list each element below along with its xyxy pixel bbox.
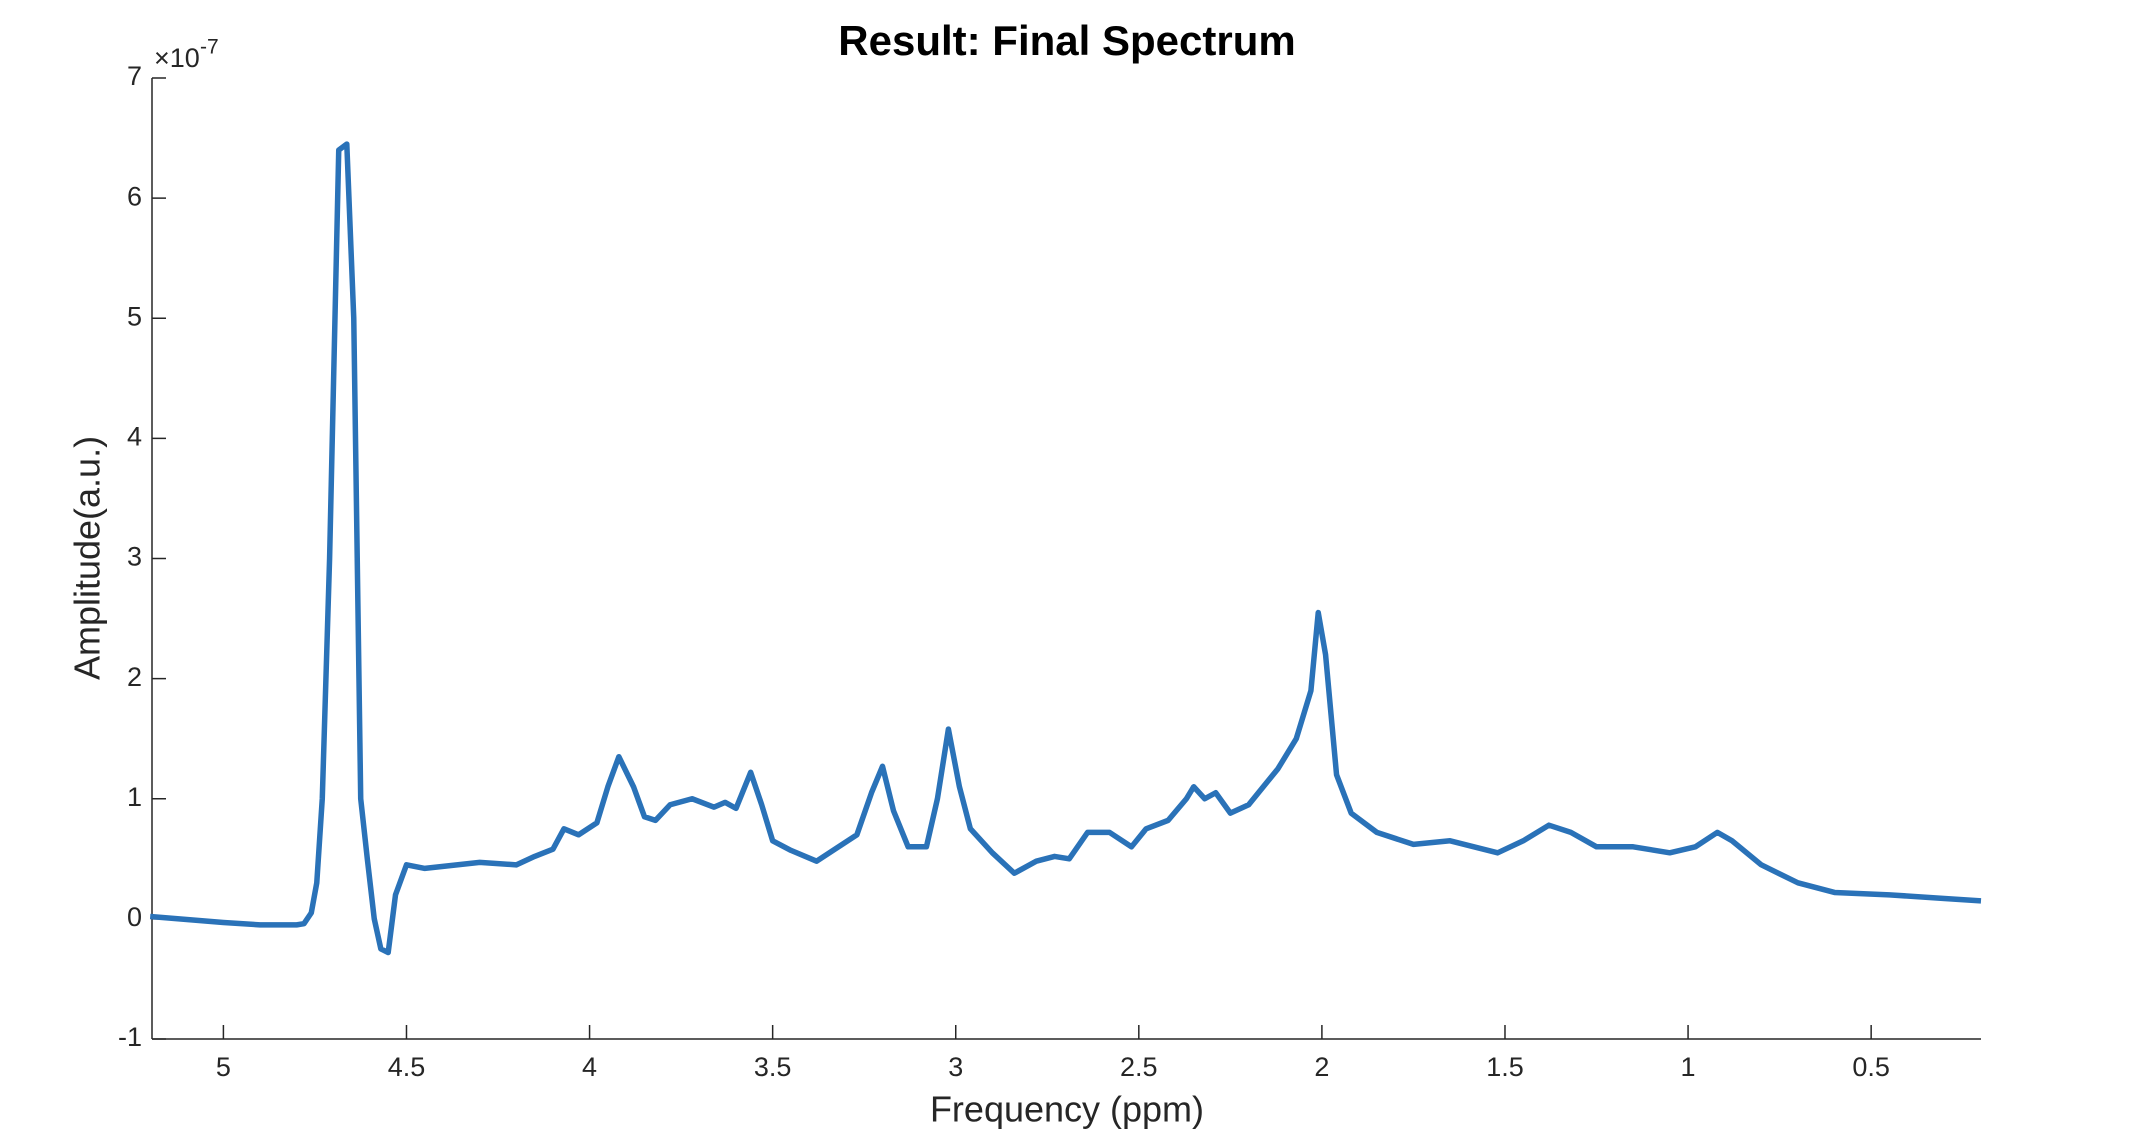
y-tick-label: 2 <box>127 662 142 692</box>
y-tick-label: -1 <box>118 1022 142 1052</box>
y-tick-label: 5 <box>127 301 142 331</box>
x-tick-label: 4.5 <box>388 1052 426 1082</box>
x-tick-label: 2.5 <box>1120 1052 1158 1082</box>
y-axis-label: Amplitude(a.u.) <box>67 436 108 680</box>
y-tick-label: 7 <box>127 61 142 91</box>
y-tick-label: 6 <box>127 181 142 211</box>
x-tick-label: 3.5 <box>754 1052 792 1082</box>
x-tick-label: 5 <box>216 1052 231 1082</box>
x-tick-label: 3 <box>948 1052 963 1082</box>
y-exponent: -7 <box>200 36 219 59</box>
y-tick-label: 4 <box>127 422 142 452</box>
x-tick-label: 0.5 <box>1852 1052 1890 1082</box>
chart-title: Result: Final Spectrum <box>838 17 1295 64</box>
x-tick-label: 1 <box>1681 1052 1696 1082</box>
y-tick-label: 0 <box>127 902 142 932</box>
y-tick-label: 1 <box>127 782 142 812</box>
x-tick-label: 1.5 <box>1486 1052 1524 1082</box>
x-tick-label: 2 <box>1314 1052 1329 1082</box>
x-tick-label: 4 <box>582 1052 597 1082</box>
spectrum-line <box>149 141 1982 956</box>
x-axis-label: Frequency (ppm) <box>930 1089 1204 1130</box>
y-exponent-base: ×10 <box>154 43 200 73</box>
y-tick-label: 3 <box>127 542 142 572</box>
